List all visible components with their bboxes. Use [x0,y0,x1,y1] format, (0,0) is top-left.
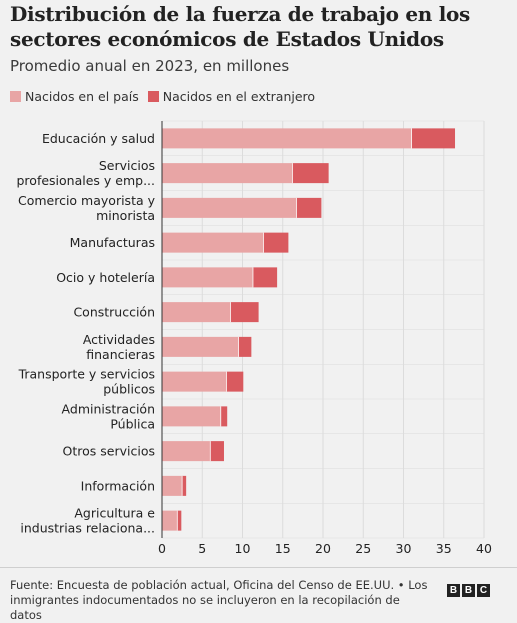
category-label-11-0: Agricultura e [74,506,155,521]
bbc-logo-c: C [477,584,490,597]
bar-foreign-9 [210,441,224,462]
bar-native-2 [162,197,297,218]
bar-native-3 [162,232,264,253]
category-label-4-0: Ocio y hotelería [56,270,155,285]
category-label-8-0: Administración [62,401,155,416]
source-note: Fuente: Encuesta de población actual, Of… [10,578,428,622]
legend-label-native: Nacidos en el país [25,89,139,104]
bar-foreign-8 [220,406,228,427]
bar-native-9 [162,441,211,462]
category-label-6-1: financieras [86,347,155,362]
bar-chart: Educación y salud Serviciosprofesionales … [17,120,492,556]
bar-native-1 [162,163,293,184]
bar-foreign-7 [226,371,244,392]
x-tick-label-7: 35 [436,541,452,556]
category-label-1-0: Servicios [99,158,155,173]
category-label-0-0: Educación y salud [42,131,155,146]
x-tick-label-5: 25 [355,541,371,556]
category-label-6-0: Actividades [83,332,155,347]
x-tick-label-4: 20 [315,541,331,556]
bar-foreign-2 [296,197,322,218]
bbc-logo-b1: B [447,584,460,597]
bar-foreign-5 [230,302,259,323]
category-label-7-1: públicos [103,382,155,397]
category-label-2-0: Comercio mayorista y [18,193,156,208]
bar-foreign-6 [238,336,252,357]
category-label-9-0: Otros servicios [63,444,155,459]
bar-foreign-11 [177,510,182,531]
bar-native-11 [162,510,178,531]
legend-label-foreign: Nacidos en el extranjero [162,89,316,104]
legend-swatch-foreign [147,91,159,102]
bar-native-7 [162,371,227,392]
legend-item-native: Nacidos en el país [10,89,139,104]
bar-foreign-3 [263,232,289,253]
bbc-logo-b2: B [462,584,475,597]
x-tick-label-3: 15 [275,541,291,556]
chart-subtitle: Promedio anual en 2023, en millones [10,57,290,75]
category-label-10-0: Información [81,478,155,493]
category-label-11-1: industrias relaciona... [20,521,155,536]
bar-native-6 [162,336,239,357]
bbc-logo: B B C [447,584,492,597]
bar-foreign-1 [292,163,329,184]
bar-foreign-10 [182,475,187,496]
bar-native-0 [162,128,412,149]
bar-native-5 [162,302,231,323]
x-tick-label-6: 30 [396,541,412,556]
x-tick-label-2: 10 [235,541,251,556]
bar-foreign-4 [252,267,278,288]
x-tick-label-8: 40 [476,541,492,556]
legend: Nacidos en el país Nacidos en el extranj… [10,89,324,104]
x-tick-label-1: 5 [198,541,206,556]
legend-swatch-native [10,91,21,102]
bar-native-4 [162,267,253,288]
bar-native-10 [162,475,183,496]
category-label-8-1: Pública [110,416,155,431]
category-label-2-1: minorista [96,208,155,223]
category-label-7-0: Transporte y servicios [18,367,155,382]
bar-foreign-0 [411,128,456,149]
category-label-1-1: profesionales y emp... [17,173,156,188]
bar-native-8 [162,406,221,427]
footer-divider [0,567,517,568]
category-label-5-0: Construcción [73,305,155,320]
category-label-3-0: Manufacturas [70,235,155,250]
chart-title: Distribución de la fuerza de trabajo en … [10,2,471,51]
x-tick-label-0: 0 [158,541,166,556]
legend-item-foreign: Nacidos en el extranjero [147,89,316,104]
